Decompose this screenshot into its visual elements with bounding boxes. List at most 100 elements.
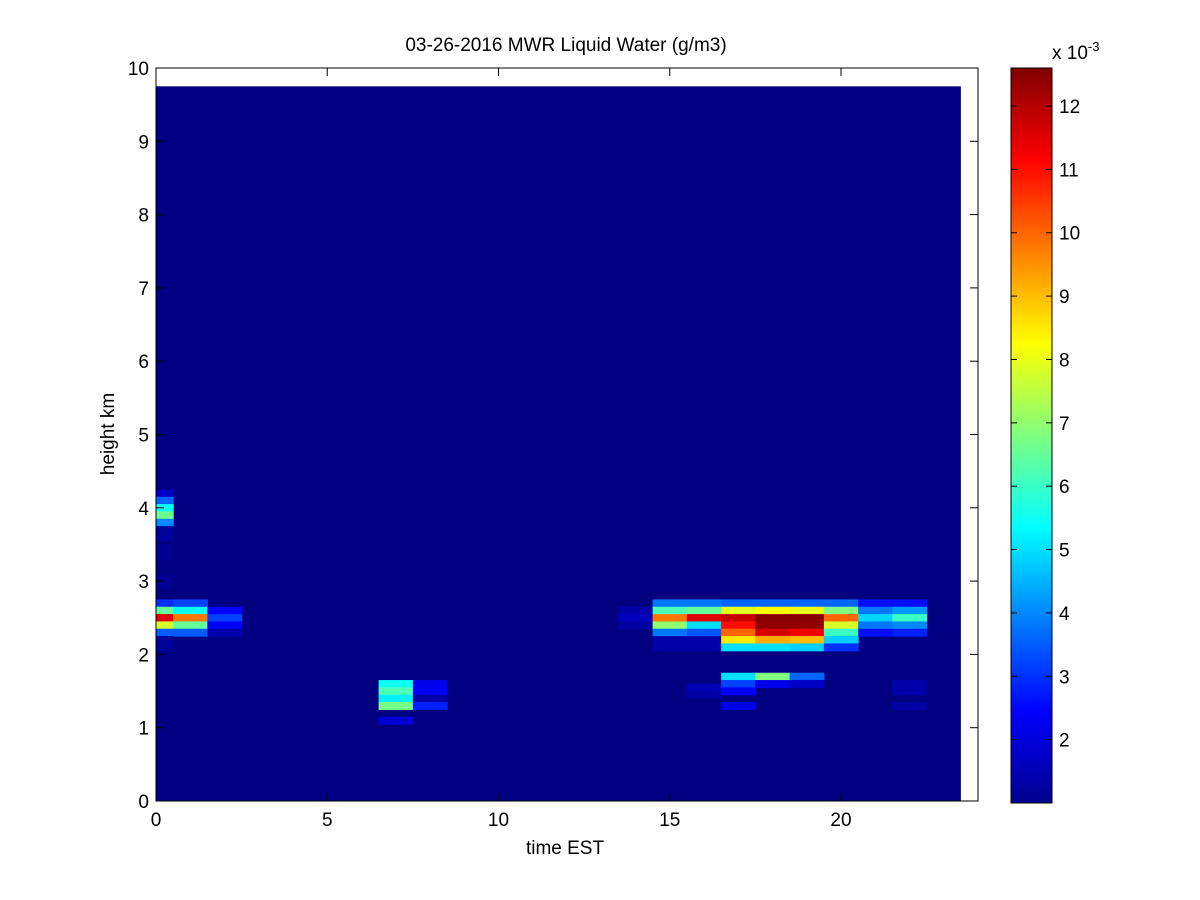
colorbar-tick-label: 6 bbox=[1059, 477, 1070, 498]
heatmap-cell bbox=[156, 518, 174, 527]
heatmap-cell bbox=[173, 599, 208, 608]
heatmap-cell bbox=[618, 621, 654, 630]
heatmap-cell bbox=[858, 614, 893, 623]
heatmap-cell bbox=[378, 716, 414, 725]
heatmap-cell bbox=[789, 606, 825, 615]
colorbar: 2 3 4 5 6 7 8 9 10 11 12 x 10-3 bbox=[1010, 39, 1099, 804]
heatmap-cell bbox=[755, 672, 791, 681]
y-axis: 0 1 2 3 4 5 6 7 8 9 10 bbox=[128, 59, 978, 813]
heatmap-cell bbox=[412, 680, 448, 688]
heatmap-cell bbox=[721, 702, 756, 710]
x-axis-label: time EST bbox=[526, 838, 605, 859]
heatmap-cell bbox=[378, 694, 414, 703]
heatmap-cell bbox=[721, 643, 756, 652]
colorbar-multiplier: x 10-3 bbox=[1052, 39, 1099, 64]
y-tick-label: 4 bbox=[138, 499, 149, 520]
heatmap-cell bbox=[412, 702, 448, 710]
heatmap-cell bbox=[721, 628, 756, 637]
y-tick-label: 9 bbox=[138, 132, 149, 153]
heatmap-cell bbox=[789, 680, 825, 688]
heatmap-cell bbox=[789, 621, 825, 630]
y-tick-label: 8 bbox=[138, 206, 149, 227]
heatmap-cell bbox=[755, 606, 791, 615]
heatmap-cell bbox=[207, 614, 243, 623]
y-axis-label: height km bbox=[98, 393, 119, 475]
colorbar-tick-label: 12 bbox=[1059, 97, 1080, 118]
heatmap-cell bbox=[156, 496, 174, 505]
y-tick-label: 6 bbox=[138, 352, 149, 373]
x-tick-label: 20 bbox=[830, 810, 851, 831]
heatmap-cell bbox=[755, 614, 791, 623]
heatmap-cell bbox=[823, 599, 859, 608]
heatmap-cell bbox=[755, 680, 791, 688]
heatmap-cell bbox=[652, 628, 688, 637]
heatmap-cell bbox=[686, 599, 722, 608]
heatmap-cell bbox=[207, 621, 243, 630]
heatmap-cell bbox=[156, 573, 174, 590]
heatmap-cell bbox=[858, 628, 893, 637]
heatmap-cell bbox=[823, 636, 859, 645]
heatmap-cell bbox=[858, 621, 893, 630]
heatmap-cell bbox=[652, 614, 688, 623]
heatmap-cell bbox=[686, 691, 722, 699]
heatmap-cell bbox=[156, 504, 174, 513]
heatmap-cell bbox=[823, 628, 859, 637]
heatmap-cell bbox=[156, 614, 174, 623]
heatmap-cell bbox=[412, 687, 448, 696]
heatmap-cell bbox=[858, 606, 893, 615]
heatmap-cell bbox=[156, 621, 174, 630]
heatmap-cell bbox=[755, 628, 791, 637]
colorbar-tick-label: 2 bbox=[1059, 731, 1070, 752]
heatmap-cell bbox=[721, 687, 756, 696]
chart-title: 03-26-2016 MWR Liquid Water (g/m3) bbox=[405, 35, 726, 56]
colorbar-multiplier-exponent: -3 bbox=[1088, 39, 1100, 54]
heatmap-cell bbox=[686, 621, 722, 630]
heatmap-cell bbox=[789, 628, 825, 637]
heatmap-cell bbox=[823, 614, 859, 623]
heatmap-cell bbox=[173, 614, 208, 623]
heatmap-cell bbox=[721, 636, 756, 645]
heatmap-cell bbox=[156, 628, 174, 637]
heatmap-cell bbox=[378, 680, 414, 688]
colorbar-tick-label: 8 bbox=[1059, 350, 1070, 371]
heatmap-cell bbox=[892, 599, 928, 608]
heatmap-cell bbox=[755, 599, 791, 608]
heatmap-cell bbox=[156, 526, 174, 542]
y-tick-label: 7 bbox=[138, 279, 149, 300]
heatmap-cell bbox=[823, 621, 859, 630]
heatmap-cell bbox=[721, 614, 756, 623]
heatmap-cell bbox=[173, 606, 208, 615]
colorbar-gradient bbox=[1010, 67, 1053, 804]
heatmap-background bbox=[156, 86, 961, 801]
heatmap-cell bbox=[156, 599, 174, 608]
heatmap-cell bbox=[378, 702, 414, 710]
heatmap-cell bbox=[156, 636, 174, 652]
heatmap-cell bbox=[652, 599, 688, 608]
heatmap-cell bbox=[892, 680, 928, 696]
heatmap-cell bbox=[892, 628, 928, 637]
heatmap-cell bbox=[686, 606, 722, 615]
heatmap-cell bbox=[755, 643, 791, 652]
y-tick-label: 3 bbox=[138, 572, 149, 593]
colorbar-tick-label: 4 bbox=[1059, 604, 1070, 625]
colorbar-multiplier-base: x 10 bbox=[1052, 43, 1088, 64]
colorbar-tick-label: 7 bbox=[1059, 414, 1070, 435]
heatmap-cell bbox=[789, 643, 825, 652]
colorbar-tick-label: 11 bbox=[1059, 160, 1079, 181]
heatmap-cell bbox=[858, 599, 893, 608]
y-tick-label: 1 bbox=[138, 719, 149, 740]
heatmap-cell bbox=[755, 636, 791, 645]
colorbar-tick-label: 3 bbox=[1059, 667, 1070, 688]
colorbar-tick-label: 9 bbox=[1059, 287, 1070, 308]
heatmap-cell bbox=[156, 511, 174, 520]
heatmap-cell bbox=[207, 606, 243, 615]
heatmap-cell bbox=[156, 544, 174, 560]
heatmap-cell bbox=[173, 628, 208, 637]
heatmap-cell bbox=[755, 621, 791, 630]
heatmap-cell bbox=[156, 606, 174, 615]
heatmap-cell bbox=[892, 621, 928, 630]
heatmap-cell bbox=[721, 680, 756, 688]
y-tick-label: 0 bbox=[138, 792, 149, 813]
heatmap-cell bbox=[173, 621, 208, 630]
x-tick-label: 15 bbox=[659, 810, 680, 831]
